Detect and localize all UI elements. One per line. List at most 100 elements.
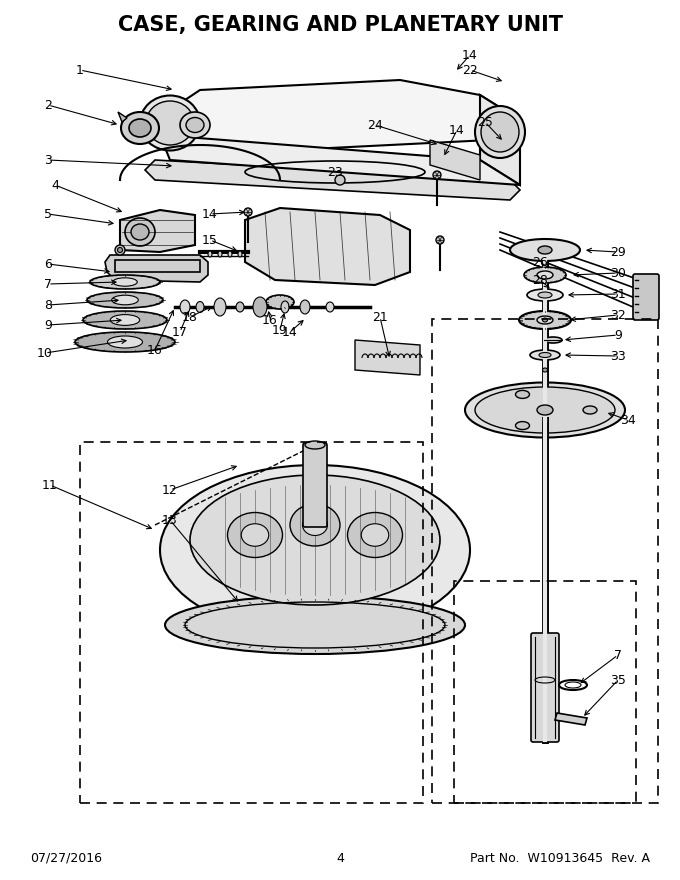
Ellipse shape	[125, 218, 155, 246]
Polygon shape	[118, 112, 127, 122]
Ellipse shape	[241, 524, 269, 546]
Ellipse shape	[180, 112, 210, 138]
Bar	[80, 442, 423, 803]
Ellipse shape	[481, 112, 519, 152]
Ellipse shape	[465, 383, 625, 437]
Ellipse shape	[515, 391, 530, 399]
Polygon shape	[115, 260, 200, 272]
Ellipse shape	[228, 512, 282, 558]
Text: 14: 14	[462, 48, 478, 62]
Ellipse shape	[537, 316, 553, 324]
Text: 19: 19	[272, 324, 288, 336]
Ellipse shape	[326, 302, 334, 312]
Polygon shape	[120, 210, 195, 252]
Ellipse shape	[160, 465, 470, 635]
Ellipse shape	[543, 318, 547, 322]
Ellipse shape	[253, 297, 267, 317]
Polygon shape	[355, 340, 420, 375]
Circle shape	[244, 208, 252, 216]
Ellipse shape	[218, 251, 222, 257]
Polygon shape	[160, 135, 520, 185]
Text: 07/27/2016: 07/27/2016	[30, 852, 102, 864]
Ellipse shape	[519, 311, 571, 329]
Ellipse shape	[475, 106, 525, 158]
Text: 4: 4	[51, 179, 59, 192]
Ellipse shape	[190, 475, 440, 605]
Ellipse shape	[303, 515, 328, 536]
Circle shape	[335, 175, 345, 185]
Ellipse shape	[113, 278, 137, 286]
Circle shape	[118, 247, 122, 253]
Ellipse shape	[583, 406, 597, 414]
Ellipse shape	[347, 512, 403, 558]
Ellipse shape	[524, 267, 566, 283]
Ellipse shape	[538, 246, 552, 254]
Ellipse shape	[228, 251, 232, 257]
Text: 28: 28	[532, 274, 548, 287]
Polygon shape	[555, 713, 587, 725]
Ellipse shape	[537, 405, 553, 415]
Text: 7: 7	[44, 277, 52, 290]
Ellipse shape	[129, 119, 151, 137]
FancyBboxPatch shape	[531, 633, 559, 742]
Ellipse shape	[361, 524, 389, 546]
FancyBboxPatch shape	[303, 443, 327, 527]
Bar	[432, 319, 658, 803]
Text: 4: 4	[336, 852, 344, 864]
Text: 5: 5	[44, 208, 52, 221]
Text: 32: 32	[610, 309, 626, 321]
Text: 34: 34	[620, 414, 636, 427]
Text: Part No.  W10913645  Rev. A: Part No. W10913645 Rev. A	[470, 852, 650, 864]
Ellipse shape	[527, 289, 563, 301]
Text: 13: 13	[162, 514, 178, 526]
Text: 15: 15	[202, 233, 218, 246]
Ellipse shape	[110, 315, 139, 326]
Text: 22: 22	[462, 63, 478, 77]
Ellipse shape	[214, 298, 226, 316]
Polygon shape	[105, 255, 208, 282]
Text: 14: 14	[282, 326, 298, 339]
Text: 14: 14	[449, 123, 465, 136]
Ellipse shape	[131, 224, 149, 240]
Ellipse shape	[530, 350, 560, 360]
Ellipse shape	[186, 118, 204, 133]
Ellipse shape	[236, 302, 244, 312]
Text: 25: 25	[477, 115, 493, 128]
Ellipse shape	[75, 332, 175, 352]
Text: 24: 24	[367, 119, 383, 131]
Ellipse shape	[266, 295, 294, 309]
Ellipse shape	[538, 292, 552, 298]
Ellipse shape	[121, 112, 159, 144]
Text: 30: 30	[610, 267, 626, 280]
Text: 9: 9	[614, 328, 622, 341]
Ellipse shape	[112, 295, 138, 304]
Ellipse shape	[544, 337, 562, 343]
Text: 14: 14	[202, 208, 218, 221]
Text: 6: 6	[44, 258, 52, 270]
Ellipse shape	[180, 300, 190, 314]
Polygon shape	[480, 95, 520, 185]
Circle shape	[433, 171, 441, 179]
Ellipse shape	[305, 441, 325, 449]
Text: 7: 7	[614, 649, 622, 662]
Bar	[454, 581, 636, 803]
Ellipse shape	[208, 251, 212, 257]
Ellipse shape	[515, 422, 530, 429]
Circle shape	[436, 236, 444, 244]
Text: 16: 16	[147, 343, 163, 356]
Text: CASE, GEARING AND PLANETARY UNIT: CASE, GEARING AND PLANETARY UNIT	[118, 15, 562, 35]
Text: 26: 26	[532, 255, 548, 268]
Text: 18: 18	[182, 311, 198, 324]
Text: 9: 9	[44, 319, 52, 332]
Ellipse shape	[300, 300, 310, 314]
Text: 11: 11	[42, 479, 58, 492]
Text: 3: 3	[44, 153, 52, 166]
Ellipse shape	[196, 302, 204, 312]
Ellipse shape	[107, 336, 143, 348]
Text: 17: 17	[172, 326, 188, 339]
Text: 16: 16	[262, 313, 278, 326]
Text: 12: 12	[162, 483, 178, 496]
Text: 29: 29	[610, 246, 626, 259]
Ellipse shape	[539, 353, 551, 357]
Text: 33: 33	[610, 349, 626, 363]
